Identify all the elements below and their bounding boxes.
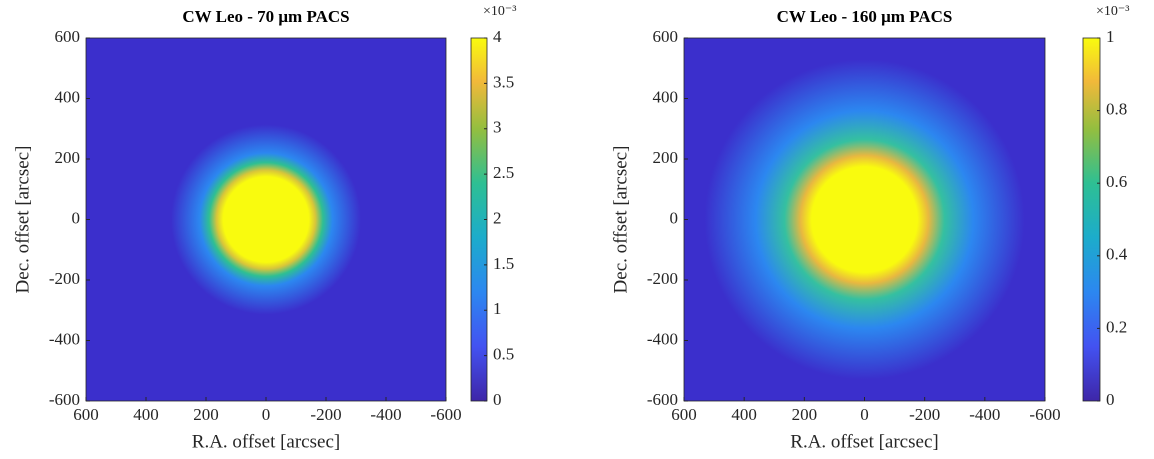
- y-tick-label: 0: [670, 208, 679, 227]
- colorbar-tick-label: 0.5: [493, 345, 514, 364]
- colorbar: [1082, 37, 1101, 402]
- x-tick-label: 0: [860, 405, 869, 424]
- x-tick-label: 400: [133, 405, 159, 424]
- y-tick-label: 200: [55, 148, 81, 167]
- y-axis-label: Dec. offset [arcsec]: [12, 146, 33, 294]
- colorbar-tick-label: 0.2: [1106, 317, 1127, 336]
- x-tick-label: 200: [792, 405, 818, 424]
- x-tick-label: 0: [262, 405, 271, 424]
- colorbar-multiplier: ×10⁻³: [483, 4, 516, 19]
- y-tick-label: -400: [49, 329, 80, 348]
- x-axis-label: R.A. offset [arcsec]: [192, 431, 340, 452]
- y-tick-label: 400: [55, 87, 81, 106]
- colorbar-tick-label: 3.5: [493, 72, 514, 91]
- colorbar-tick-label: 0.4: [1106, 245, 1128, 264]
- colorbar-tick-label: 0: [493, 390, 502, 409]
- colorbar-tick-label: 2: [493, 208, 502, 227]
- colorbar-tick-label: 3: [493, 118, 502, 137]
- x-tick-label: -200: [310, 405, 341, 424]
- x-tick-label: -200: [909, 405, 940, 424]
- y-tick-label: -600: [647, 390, 678, 409]
- y-tick-label: 200: [653, 148, 679, 167]
- chart-title: CW Leo - 160 μm PACS: [777, 7, 953, 26]
- x-tick-label: -400: [969, 405, 1000, 424]
- x-tick-label: 600: [73, 405, 99, 424]
- colorbar-tick-label: 1: [1106, 27, 1115, 46]
- y-tick-label: -600: [49, 390, 80, 409]
- y-tick-label: -200: [647, 269, 678, 288]
- x-tick-label: 200: [193, 405, 219, 424]
- y-tick-label: 600: [55, 27, 81, 46]
- colorbar-tick-label: 0.6: [1106, 172, 1127, 191]
- y-tick-label: 400: [653, 87, 679, 106]
- colorbar-tick-label: 0: [1106, 390, 1115, 409]
- colorbar-tick-label: 0.8: [1106, 100, 1127, 119]
- y-tick-label: 600: [653, 27, 679, 46]
- colorbar-tick-label: 1.5: [493, 254, 514, 273]
- x-tick-label: -600: [430, 405, 461, 424]
- chart-title: CW Leo - 70 μm PACS: [182, 7, 349, 26]
- colorbar-tick-label: 2.5: [493, 163, 514, 182]
- source-emission: [704, 59, 1025, 380]
- source-emission: [171, 124, 361, 315]
- y-tick-label: 0: [72, 208, 81, 227]
- colorbar-multiplier: ×10⁻³: [1096, 4, 1129, 19]
- x-axis-label: R.A. offset [arcsec]: [790, 431, 938, 452]
- y-tick-label: -400: [647, 329, 678, 348]
- x-tick-label: 400: [731, 405, 757, 424]
- y-tick-label: -200: [49, 269, 80, 288]
- x-tick-label: 600: [671, 405, 697, 424]
- x-tick-label: -400: [370, 405, 401, 424]
- x-tick-label: -600: [1029, 405, 1060, 424]
- colorbar-tick-label: 4: [493, 27, 502, 46]
- colorbar-tick-label: 1: [493, 299, 502, 318]
- y-axis-label: Dec. offset [arcsec]: [610, 146, 631, 294]
